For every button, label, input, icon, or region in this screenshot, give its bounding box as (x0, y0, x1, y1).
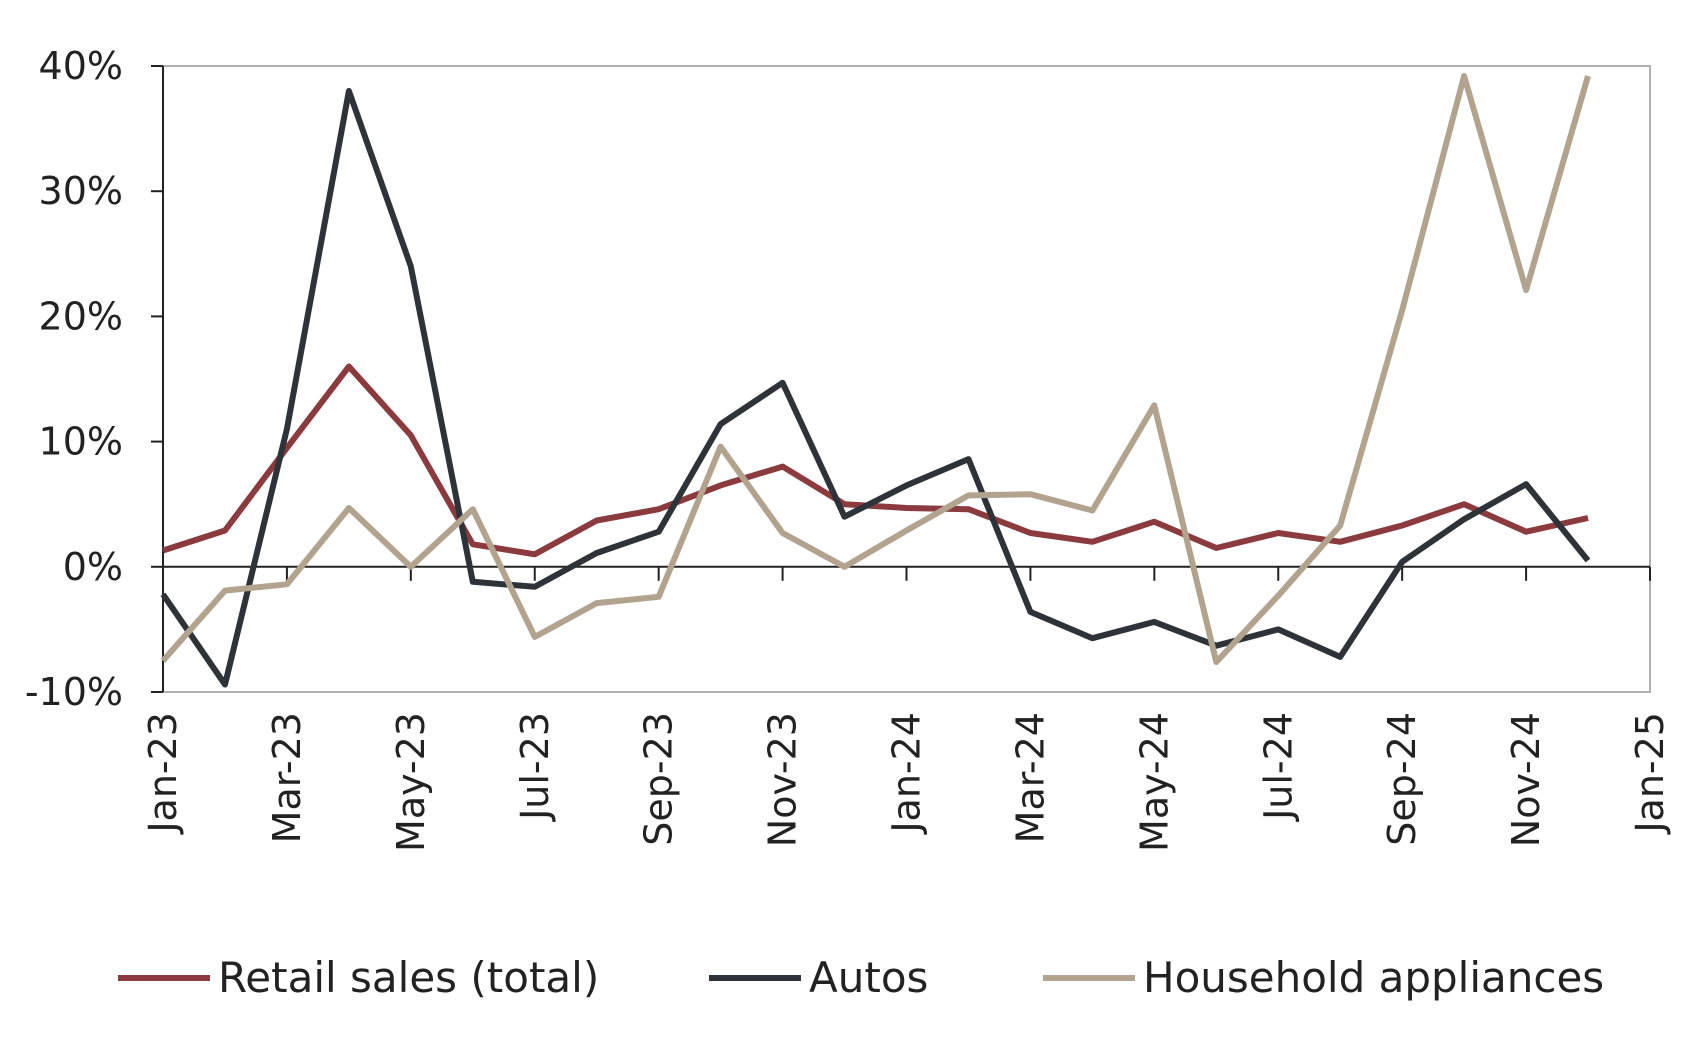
x-tick-label: May-23 (389, 712, 433, 852)
series-line-3 (160, 73, 1591, 665)
legend-label-2: Autos (809, 953, 928, 1002)
y-tick-label: 10% (39, 420, 123, 464)
x-tick-label: Sep-23 (637, 712, 681, 846)
x-tick-label: May-24 (1132, 712, 1176, 852)
y-axis: -10% 0% 10% 20% 30% 40% (25, 44, 164, 714)
y-tick-label: 0% (63, 545, 123, 589)
y-tick-label: 40% (39, 44, 123, 88)
x-tick-label: Mar-24 (1008, 712, 1052, 843)
x-tick-label: Jul-24 (1256, 712, 1300, 822)
legend: Retail sales (total) Autos Household appli… (118, 953, 1604, 1002)
x-tick-label: Jul-23 (513, 712, 557, 822)
legend-label-1: Retail sales (total) (218, 953, 599, 1002)
x-tick-label: Sep-24 (1380, 712, 1424, 846)
y-tick-label: -10% (25, 670, 123, 714)
plot-frame (162, 65, 1651, 693)
x-tick-label: Mar-23 (265, 712, 309, 843)
series-line-2 (160, 88, 1591, 688)
x-tick-label: Nov-24 (1504, 712, 1548, 847)
legend-label-3: Household appliances (1143, 953, 1604, 1002)
x-axis: Jan-23 Mar-23 May-23 Jul-23 Sep-23 Nov-23 Jan-… (141, 565, 1672, 852)
series-line-1 (162, 363, 1589, 558)
y-tick-label: 30% (39, 169, 123, 213)
x-tick-label: Nov-23 (761, 712, 805, 847)
x-tick-label: Jan-24 (885, 712, 929, 835)
x-tick-label: Jan-25 (1628, 712, 1672, 835)
y-tick-label: 20% (39, 294, 123, 338)
x-tick-label: Jan-23 (141, 712, 185, 835)
series-lines (160, 73, 1591, 688)
plot-border (162, 65, 1651, 693)
